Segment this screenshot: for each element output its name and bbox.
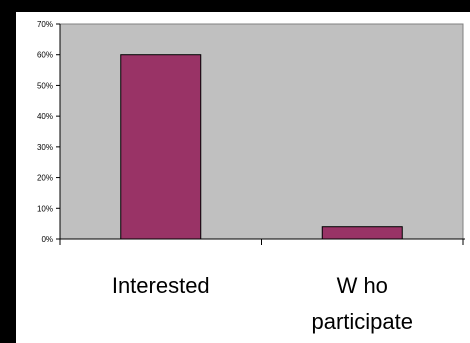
y-tick-label: 30% <box>37 143 53 152</box>
y-tick-label: 20% <box>37 174 53 183</box>
y-tick-label: 40% <box>37 112 53 121</box>
x-category-label: Interested <box>112 273 210 298</box>
x-category-label: participate <box>311 309 413 334</box>
x-category-label: W ho <box>337 273 388 298</box>
bar <box>321 226 403 240</box>
y-tick-label: 10% <box>37 204 53 213</box>
y-tick-label: 50% <box>37 81 53 90</box>
bar-chart: 0% 10% 20% 30% 40% 50% 60% 70% Interested W ho par… <box>37 20 465 334</box>
y-tick-label: 0% <box>41 235 53 244</box>
y-tick-label: 60% <box>37 51 53 60</box>
y-tick-label: 70% <box>37 20 53 29</box>
bar <box>120 54 202 240</box>
chart-frame: 0% 10% 20% 30% 40% 50% 60% 70% Interested W ho par… <box>16 12 470 343</box>
